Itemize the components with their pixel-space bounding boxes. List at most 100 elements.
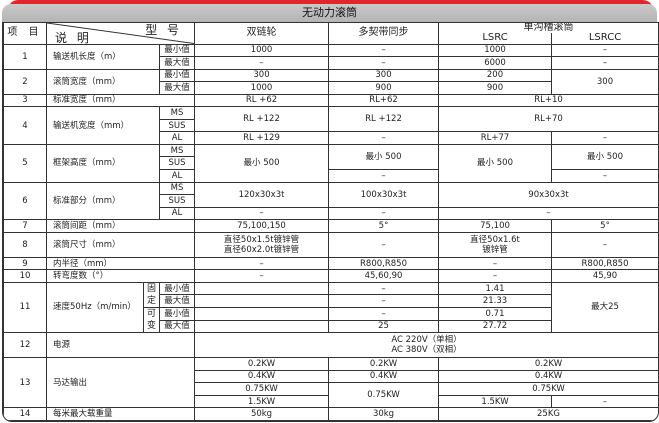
table-cell: 4 — [3, 106, 47, 145]
cell-text: MS — [170, 183, 184, 194]
table-cell: 速度50Hz（m/min） — [46, 281, 144, 334]
cell-text: AC 220V（单相） — [391, 335, 462, 346]
page-title: 无动力滚筒 — [2, 4, 657, 22]
cell-text: 300 — [253, 70, 270, 81]
cell-text: 0.75KW — [245, 384, 278, 395]
cell-text: 马达输出 — [53, 377, 88, 388]
cell-text: 1 — [22, 51, 28, 62]
table-cell: AL — [158, 131, 196, 145]
table-cell: 滚筒尺寸（mm） — [45, 231, 196, 258]
table-cell: – — [194, 269, 330, 283]
table-cell: 最小 500 — [551, 143, 658, 170]
table-cell: 转弯度数（°） — [45, 269, 196, 283]
cell-text: 框架高度（mm） — [53, 158, 121, 169]
table-cell: – — [551, 131, 658, 145]
table-cell: – — [551, 168, 658, 183]
cell-text: SUS — [168, 195, 186, 206]
table-row: 2 滚筒宽度（mm） 最小值 300 300 200 300 — [3, 68, 658, 95]
table-cell: 0.2KW — [438, 357, 658, 371]
cell-text: 300 — [596, 76, 614, 87]
table-cell: 最小 500 — [194, 143, 330, 183]
cell-text: 内半径（mm） — [53, 258, 113, 269]
cell-text: – — [492, 271, 498, 282]
spec-table: 项 目 型 号 说 明 双链轮 多契带同步 单沟槽滚筒 LSRC LSRCC 1… — [3, 22, 658, 421]
table-cell: 电源 — [45, 332, 196, 359]
table-cell: 9 — [3, 256, 47, 271]
table-cell: RL+10 — [438, 93, 658, 108]
cell-text: 输送机长度（m） — [53, 51, 121, 62]
cell-text: AL — [171, 170, 183, 181]
cell-text: 1.41 — [485, 283, 505, 294]
table-cell: 最大25 — [551, 281, 658, 334]
cell-text: MS — [170, 145, 184, 156]
cell-text: 最小值 — [164, 45, 190, 56]
table-cell: – — [328, 307, 440, 321]
table-cell: 14 — [3, 407, 47, 421]
table-cell: 120x30x3t — [194, 181, 330, 208]
cell-text: RL+10 — [534, 95, 563, 106]
cell-text: – — [259, 271, 264, 282]
cell-text: RL+77 — [480, 133, 510, 144]
cell-text: – — [381, 283, 386, 294]
table-cell: – — [328, 231, 440, 258]
cell-text-line2: 镀锌管 — [482, 244, 508, 255]
table-cell: 最小值 — [158, 68, 196, 83]
table-cell: 300 — [551, 68, 658, 95]
cell-text: 标准宽度（mm） — [53, 95, 121, 106]
cell-text: 最小值 — [164, 70, 190, 81]
table-cell: – — [328, 131, 440, 145]
header-desc-model: 型 号 说 明 — [45, 22, 196, 45]
table-cell: 0.75KW — [438, 382, 658, 396]
cell-text: – — [259, 208, 264, 219]
table-cell: RL +122 — [194, 106, 330, 133]
table-cell: 45,90 — [551, 269, 658, 283]
spec-table-frame: 项 目 型 号 说 明 双链轮 多契带同步 单沟槽滚筒 LSRC LSRCC 1… — [2, 22, 659, 422]
table-cell: – — [551, 43, 658, 58]
table-cell: 最小值 — [158, 43, 196, 58]
table-cell: 直径50x1.5t镀锌管 直径60x2.0t镀锌管 — [194, 231, 330, 258]
cell-text: R800,R850 — [581, 258, 629, 269]
cell-text: 12 — [19, 340, 31, 351]
table-cell: – — [551, 56, 658, 70]
table-cell: 最大值 — [158, 81, 196, 95]
cell-text: 最大值 — [164, 82, 190, 93]
cell-text: 最小值 — [164, 283, 190, 294]
table-cell: 12 — [3, 332, 47, 359]
cell-text: 1.5KW — [247, 396, 276, 407]
table-cell: 3 — [3, 93, 47, 108]
cell-text: – — [546, 208, 551, 219]
table-row: 5 框架高度（mm） MS 最小 500 最小 500 最小 500 最小 500 — [3, 143, 658, 183]
table-cell: – — [194, 256, 330, 271]
cell-text: RL+70 — [534, 114, 563, 125]
cell-text: 5 — [22, 158, 28, 169]
table-cell: 最小值 — [158, 307, 196, 321]
cell-text: 200 — [486, 70, 504, 81]
table-cell: RL +129 — [194, 131, 330, 145]
cell-text: 4 — [22, 120, 28, 131]
cell-text: 100x30x3t — [360, 189, 407, 200]
table-row: 最大值 – – 6000 – — [4, 56, 658, 70]
cell-text: – — [381, 239, 386, 250]
table-cell: – — [438, 256, 553, 271]
table-cell: – — [328, 168, 440, 183]
table-cell: 0.4KW — [194, 369, 330, 384]
header-group: 单沟槽滚筒 — [438, 22, 658, 33]
table-cell: 标准宽度（mm） — [45, 93, 196, 108]
table-cell: 固定 — [143, 281, 160, 308]
cell-text: 直径50x1.5t镀锌管 — [223, 234, 300, 245]
cell-text: – — [381, 308, 386, 319]
cell-text: 7 — [22, 220, 28, 231]
table-row: 12 电源 AC 220V（单相） AC 380V（双相） — [3, 332, 658, 359]
cell-text: RL +122 — [365, 114, 402, 125]
table-cell: 25 — [328, 319, 440, 334]
table-cell: 90x30x3t — [438, 181, 658, 208]
table-cell: 6000 — [438, 56, 553, 70]
cell-text: 6 — [22, 195, 28, 206]
cell-text: AL — [171, 133, 183, 144]
cell-text: 5° — [600, 220, 610, 231]
cell-text: 最大值 — [164, 57, 190, 68]
table-cell: 直径50x1.6t 镀锌管 — [438, 231, 553, 258]
header-lsrc: LSRC — [438, 33, 553, 45]
table-row: 3 标准宽度（mm） RL +62 RL+62 RL+10 — [3, 93, 658, 108]
cell-text: AL — [171, 208, 183, 219]
